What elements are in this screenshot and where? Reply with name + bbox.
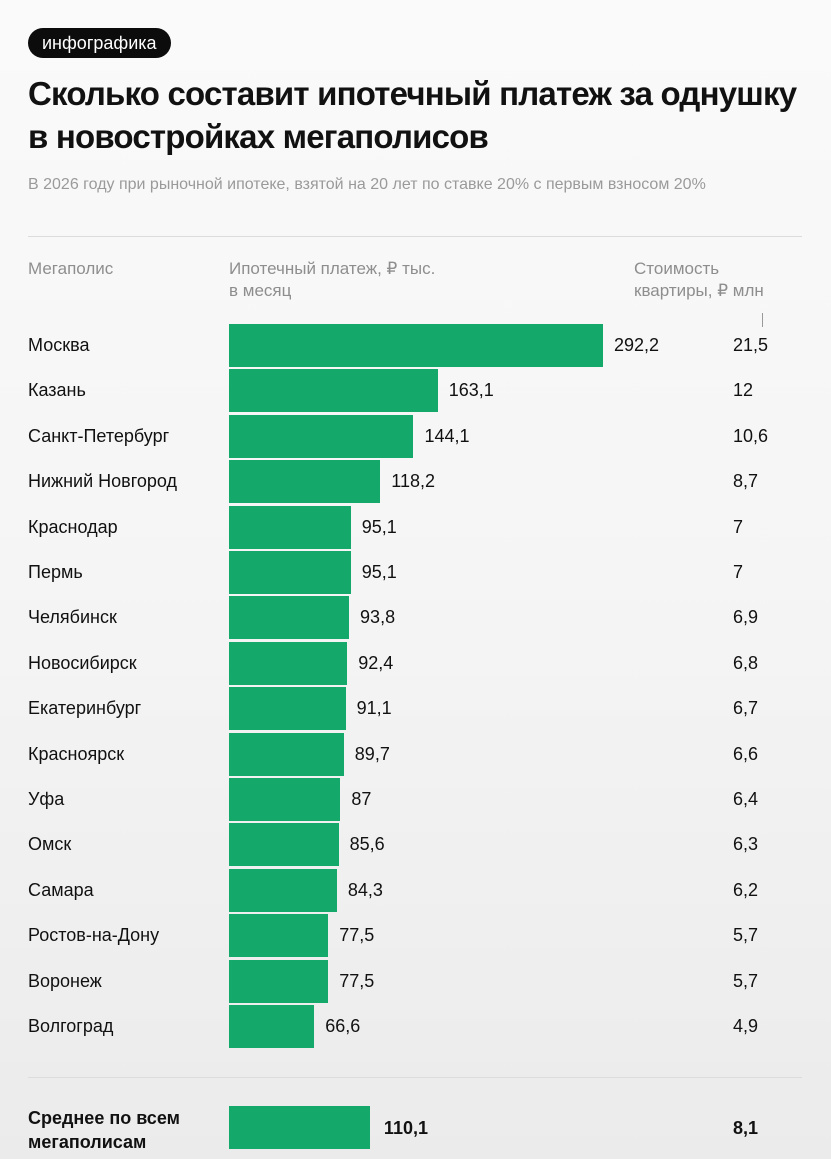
cost-label: 6,9 xyxy=(733,607,759,628)
value-label: 77,5 xyxy=(339,970,375,991)
cost-label: 21,5 xyxy=(733,335,769,355)
city-label: Краснодар xyxy=(28,516,118,537)
city-label: Воронеж xyxy=(28,970,102,991)
value-label: 87 xyxy=(351,789,372,809)
bar xyxy=(229,505,351,549)
cost-column-tick xyxy=(762,313,763,327)
bar xyxy=(229,778,341,821)
value-label: 95,1 xyxy=(361,516,397,537)
value-label: 292,2 xyxy=(614,335,660,355)
bar xyxy=(229,414,414,458)
bar xyxy=(229,823,339,867)
average-bar xyxy=(229,1106,370,1149)
subtitle: В 2026 году при рыночной ипотеке, взятой… xyxy=(28,176,706,193)
bar xyxy=(229,596,350,640)
value-label: 91,1 xyxy=(356,698,392,719)
cost-label: 10,6 xyxy=(733,425,769,446)
city-label: Уфа xyxy=(28,789,65,809)
value-label: 144,1 xyxy=(424,425,470,446)
bar xyxy=(229,369,438,413)
bar xyxy=(229,551,351,594)
city-label: Новосибирск xyxy=(28,652,137,673)
value-label: 118,2 xyxy=(391,471,435,492)
column-header-payment: Ипотечный платеж, ₽ тыс. в месяц xyxy=(229,259,436,300)
column-header-cost: Стоимость квартиры, ₽ млн xyxy=(634,259,764,300)
cost-label: 5,7 xyxy=(733,925,759,946)
city-label: Волгоград xyxy=(28,1016,114,1036)
bar xyxy=(229,732,344,776)
cost-label: 6,6 xyxy=(733,743,759,764)
city-label: Самара xyxy=(28,879,94,900)
city-label: Москва xyxy=(28,335,90,355)
page-title: Сколько составит ипотечный платеж за одн… xyxy=(28,75,797,155)
bar xyxy=(229,914,329,958)
cost-label: 7 xyxy=(733,562,744,582)
city-label: Омск xyxy=(28,834,72,855)
city-label: Красноярск xyxy=(28,743,125,764)
value-label: 84,3 xyxy=(347,879,383,900)
cost-label: 8,7 xyxy=(733,471,759,492)
divider xyxy=(28,236,802,237)
bar xyxy=(229,324,603,367)
cost-label: 5,7 xyxy=(733,970,759,991)
bar xyxy=(229,460,381,504)
value-label: 66,6 xyxy=(325,1016,361,1036)
bar xyxy=(229,959,329,1003)
city-label: Екатеринбург xyxy=(28,698,142,719)
city-label: Ростов-на-Дону xyxy=(28,925,160,946)
city-label: Пермь xyxy=(28,562,83,582)
bar xyxy=(229,641,348,685)
value-label: 163,1 xyxy=(448,380,494,401)
bar xyxy=(229,687,346,731)
bar xyxy=(229,1005,315,1048)
cost-label: 6,7 xyxy=(733,698,759,719)
average-value-label: 110,1 xyxy=(383,1118,428,1138)
bar xyxy=(229,868,337,912)
city-label: Казань xyxy=(28,380,86,401)
average-cost-label: 8,1 xyxy=(733,1118,759,1138)
value-label: 95,1 xyxy=(361,562,397,582)
city-label: Нижний Новгород xyxy=(28,471,178,492)
cost-label: 4,9 xyxy=(733,1016,759,1036)
value-label: 77,5 xyxy=(339,925,375,946)
value-label: 93,8 xyxy=(360,607,396,628)
average-label: Среднее по всем мегаполисам xyxy=(28,1108,180,1152)
cost-label: 12 xyxy=(733,380,754,401)
city-label: Санкт-Петербург xyxy=(28,425,170,446)
cost-label: 6,4 xyxy=(733,789,759,809)
city-label: Челябинск xyxy=(28,607,117,628)
infographic-tag: инфографика xyxy=(28,28,171,58)
cost-label: 7 xyxy=(733,516,744,537)
value-label: 89,7 xyxy=(354,743,390,764)
cost-label: 6,3 xyxy=(733,834,759,855)
cost-label: 6,8 xyxy=(733,652,759,673)
divider xyxy=(28,1077,802,1078)
column-header-city: Мегаполис xyxy=(28,259,114,278)
value-label: 92,4 xyxy=(358,652,394,673)
value-label: 85,6 xyxy=(349,834,385,855)
cost-label: 6,2 xyxy=(733,879,759,900)
